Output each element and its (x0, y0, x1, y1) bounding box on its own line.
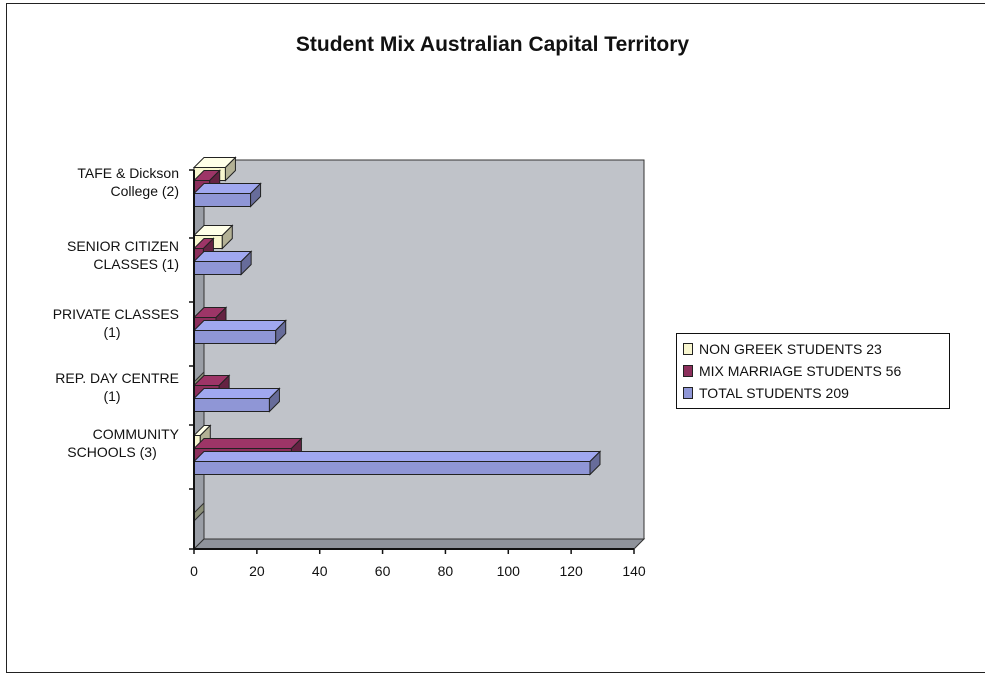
x-tick-label-100: 100 (497, 563, 521, 579)
x-tick-label-60: 60 (375, 563, 391, 579)
bar-total-students-private-classes-1 (192, 319, 287, 345)
bar-top-face (192, 183, 262, 194)
bar-front-face (193, 193, 252, 207)
category-label-line: (1) (103, 388, 120, 404)
legend-label-non-greek: NON GREEK STUDENTS 23 (699, 341, 882, 357)
bar-front-face (193, 261, 242, 275)
category-label-tafe-dickson-college-2: TAFE & Dickson College (2) (77, 165, 179, 199)
category-label-community-schools-3: COMMUNITY SCHOOLS (3) (67, 426, 179, 460)
legend-swatch-non-greek (683, 343, 693, 355)
bar-top-face (192, 388, 281, 399)
category-label-line: TAFE & Dickson (77, 165, 179, 181)
x-tick-label-140: 140 (622, 563, 646, 579)
x-tick-label-80: 80 (438, 563, 454, 579)
x-tick-label-120: 120 (559, 563, 583, 579)
bar-end-face (240, 250, 252, 276)
bar-front-face (193, 461, 591, 475)
bar-total-students-rep-day-centre-1 (192, 387, 281, 413)
bar-end-face (589, 450, 601, 476)
plot-floor (192, 538, 646, 550)
axes: 0 20 40 60 80 100 120 140 TAFE & Dickson College … (53, 165, 646, 579)
bars (192, 156, 602, 476)
category-label-line: COMMUNITY (93, 426, 180, 442)
category-label-line: College (2) (111, 183, 179, 199)
bar-end-face (268, 387, 280, 413)
bar-total-students-community-schools-3 (192, 450, 602, 476)
bar-front-face (193, 398, 270, 412)
legend-item-non-greek: NON GREEK STUDENTS 23 (677, 338, 949, 360)
x-tick-label-40: 40 (312, 563, 328, 579)
plot-side-wall (193, 158, 205, 551)
legend-item-mix-marriage: MIX MARRIAGE STUDENTS 56 (677, 360, 949, 382)
x-tick-label-20: 20 (249, 563, 265, 579)
category-label-line: SENIOR CITIZEN (67, 238, 179, 254)
legend-label-total: TOTAL STUDENTS 209 (699, 385, 849, 401)
category-label-line: REP. DAY CENTRE (55, 370, 179, 386)
bar-top-face (192, 438, 303, 449)
bar-total-students-senior-citizen-classes-1 (192, 250, 253, 276)
category-label-line: (1) (103, 324, 120, 340)
category-label-senior-citizen-classes-1: SENIOR CITIZEN CLASSES (1) (67, 238, 179, 272)
legend-swatch-mix-marriage (683, 365, 693, 377)
bar-end-face (275, 319, 287, 345)
legend-item-total: TOTAL STUDENTS 209 (677, 382, 949, 404)
x-tick-label-0: 0 (190, 563, 198, 579)
category-label-private-classes-1: PRIVATE CLASSES (1) (53, 306, 179, 340)
category-label-line: PRIVATE CLASSES (53, 306, 179, 322)
bar-end-face (221, 224, 233, 250)
plot-area (192, 158, 646, 551)
bar-total-students-tafe-dickson-college-2 (192, 182, 262, 208)
bar-end-face (224, 156, 236, 182)
chart-title: Student Mix Australian Capital Territory (295, 33, 690, 56)
legend-swatch-total (683, 387, 693, 399)
bar-front-face (193, 330, 277, 344)
category-label-line: SCHOOLS (3) (67, 444, 156, 460)
category-label-line: CLASSES (1) (93, 256, 179, 272)
category-label-rep-day-centre-1: REP. DAY CENTRE (1) (55, 370, 179, 404)
legend: NON GREEK STUDENTS 23 MIX MARRIAGE STUDE… (676, 333, 950, 409)
bar-top-face (192, 451, 602, 462)
bar-end-face (250, 182, 262, 208)
legend-label-mix-marriage: MIX MARRIAGE STUDENTS 56 (699, 363, 902, 379)
plot-back-wall (203, 159, 645, 540)
bar-top-face (192, 320, 287, 331)
